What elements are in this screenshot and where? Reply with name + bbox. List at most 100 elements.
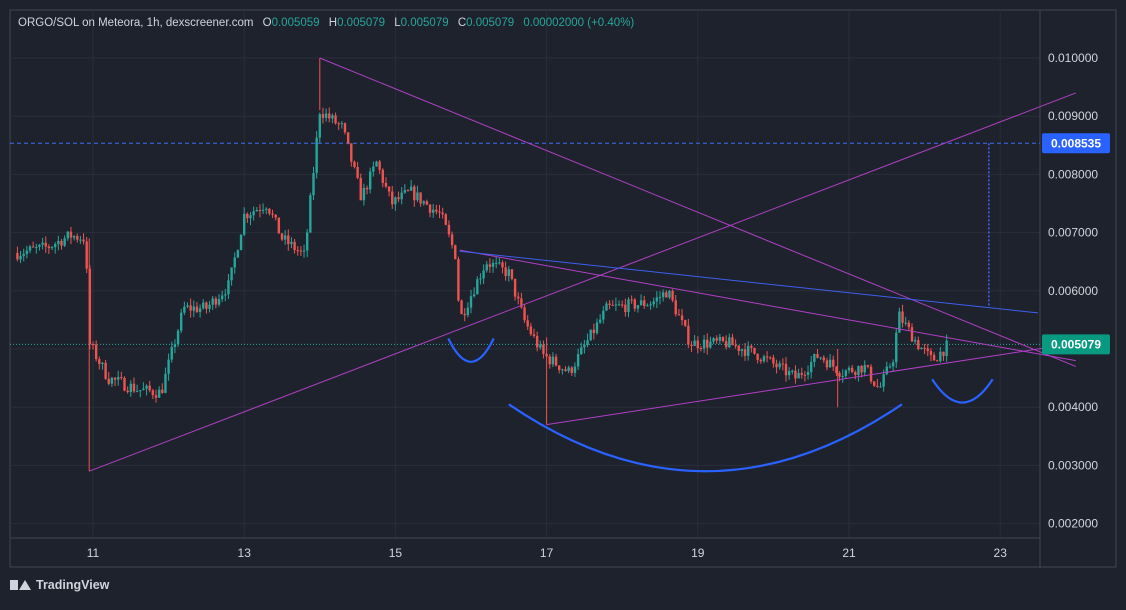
candle-down xyxy=(558,365,561,371)
candle-up xyxy=(324,113,328,118)
candle-up xyxy=(170,346,173,360)
candle-down xyxy=(794,370,797,379)
candle-up xyxy=(586,340,589,346)
candle-up xyxy=(598,319,602,323)
candle-up xyxy=(192,306,195,311)
candle-down xyxy=(280,233,284,240)
candle-up xyxy=(101,362,104,364)
tradingview-logo[interactable]: TradingView xyxy=(10,578,109,592)
candle-up xyxy=(50,247,54,249)
candle-down xyxy=(630,299,633,301)
candle-up xyxy=(252,211,255,216)
candle-down xyxy=(696,340,699,349)
candle-down xyxy=(151,390,155,396)
candle-down xyxy=(343,123,347,133)
candle-down xyxy=(674,300,677,315)
candle-down xyxy=(665,292,668,298)
candle-down xyxy=(441,212,444,215)
high-label: H xyxy=(328,17,338,29)
candle-up xyxy=(243,213,246,235)
candle-up xyxy=(400,192,403,200)
candle-down xyxy=(438,211,441,213)
candle-down xyxy=(428,204,432,213)
candle-up xyxy=(476,279,479,295)
candle-down xyxy=(850,367,854,372)
candle-up xyxy=(416,192,419,201)
candle-down xyxy=(869,366,873,382)
candle-up xyxy=(920,347,923,350)
candle-down xyxy=(917,340,920,350)
candle-down xyxy=(120,377,123,379)
candle-up xyxy=(54,244,57,248)
candle-up xyxy=(573,366,577,373)
candle-up xyxy=(38,244,41,247)
trendline[interactable] xyxy=(546,342,1076,426)
candle-down xyxy=(287,235,290,245)
candle-down xyxy=(690,344,693,347)
candle-down xyxy=(397,197,400,200)
candle-down xyxy=(205,302,208,309)
candle-down xyxy=(60,240,63,246)
candle-down xyxy=(932,354,936,361)
candle-up xyxy=(202,302,205,309)
candle-down xyxy=(526,320,529,327)
candle-down xyxy=(450,234,454,246)
candle-down xyxy=(98,359,101,364)
tradingview-icon xyxy=(10,578,32,592)
candle-up xyxy=(712,338,715,342)
candle-down xyxy=(535,335,539,348)
candle-down xyxy=(488,264,492,267)
candle-down xyxy=(328,113,331,119)
candle-down xyxy=(523,307,526,321)
candle-down xyxy=(435,209,438,212)
candle-up xyxy=(249,215,252,219)
candle-up xyxy=(787,371,791,376)
candle-down xyxy=(633,299,636,309)
candle-up xyxy=(176,330,180,345)
trendline[interactable] xyxy=(459,249,1076,362)
candle-down xyxy=(321,114,325,118)
cup-arc[interactable] xyxy=(508,403,903,473)
candle-up xyxy=(583,345,586,348)
candle-up xyxy=(35,246,38,248)
candle-up xyxy=(265,208,268,210)
candle-up xyxy=(885,366,888,375)
candle-down xyxy=(784,363,788,376)
resistance-line[interactable] xyxy=(459,250,1039,314)
trendline[interactable] xyxy=(319,57,1076,367)
shoulder-arc[interactable] xyxy=(931,378,994,404)
candle-down xyxy=(378,161,381,170)
candle-up xyxy=(306,232,309,251)
candle-up xyxy=(655,297,659,302)
candle-down xyxy=(44,242,47,247)
low-label: L xyxy=(394,17,401,29)
candle-down xyxy=(447,224,451,235)
candle-up xyxy=(117,377,120,380)
candle-up xyxy=(614,304,618,306)
candle-down xyxy=(734,345,737,347)
y-tick-label: 0.009000 xyxy=(1048,109,1098,123)
candle-down xyxy=(457,259,460,301)
symbol-title: ORGO/SOL on Meteora, 1h, dexscreener.com xyxy=(18,17,254,29)
candle-down xyxy=(838,373,841,377)
trendline[interactable] xyxy=(89,92,1076,472)
candle-down xyxy=(91,344,95,346)
candle-up xyxy=(709,341,712,348)
shoulder-arc[interactable] xyxy=(447,338,495,363)
candle-down xyxy=(391,191,394,205)
candle-up xyxy=(255,209,258,212)
candle-up xyxy=(129,383,132,392)
candle-up xyxy=(580,347,583,355)
candle-down xyxy=(337,123,340,125)
candle-up xyxy=(315,137,318,174)
candle-down xyxy=(356,166,359,178)
candle-up xyxy=(602,310,605,320)
candle-down xyxy=(677,314,681,316)
x-tick-label: 15 xyxy=(389,546,403,560)
candle-down xyxy=(621,304,624,306)
candle-down xyxy=(737,345,740,351)
candle-down xyxy=(611,304,614,306)
x-tick-label: 17 xyxy=(540,546,554,560)
